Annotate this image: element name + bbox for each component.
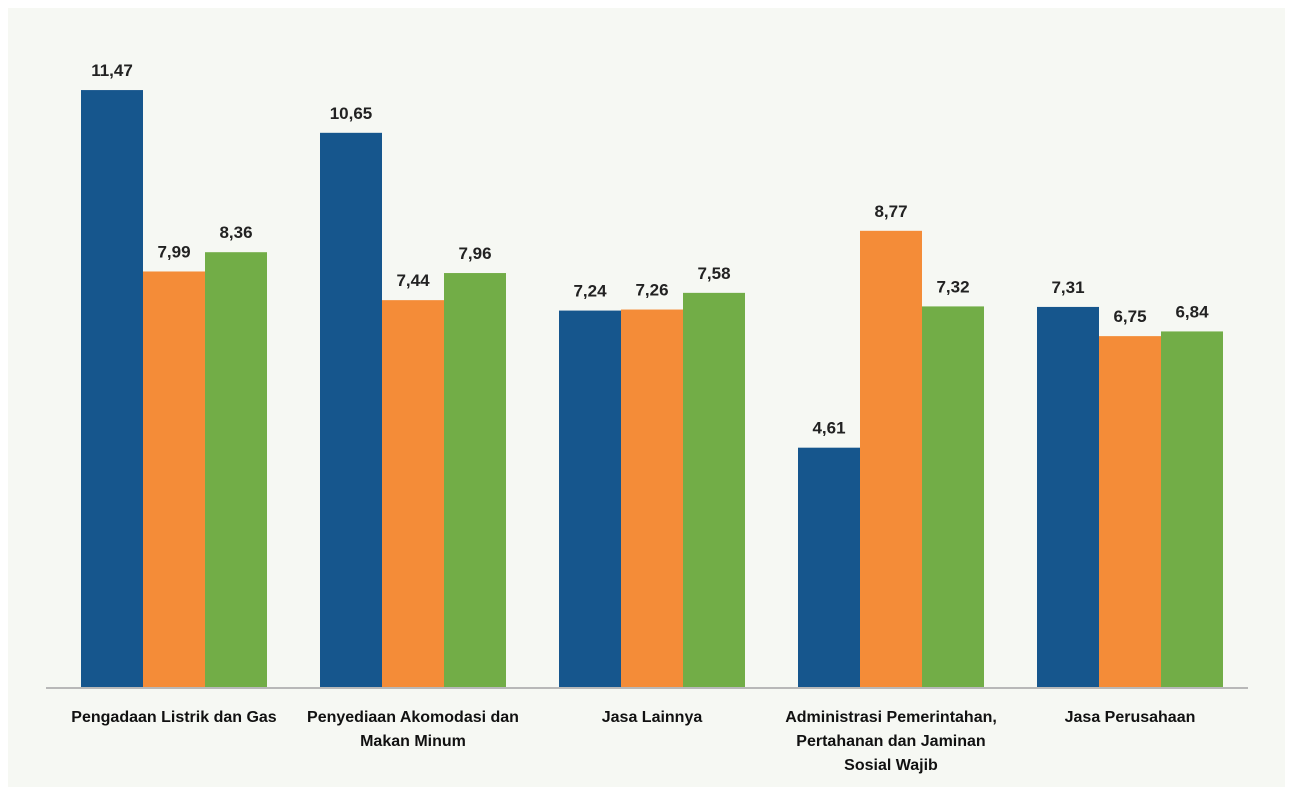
category-label: Makan Minum bbox=[360, 733, 466, 750]
bar-3-series-3 bbox=[683, 292, 745, 688]
value-label: 7,32 bbox=[936, 277, 969, 296]
bar-2-series-2 bbox=[382, 300, 444, 688]
category-label: Sosial Wajib bbox=[844, 757, 938, 774]
bar-1-series-1 bbox=[81, 90, 143, 688]
category-label: Jasa Lainnya bbox=[602, 709, 703, 726]
value-label: 8,77 bbox=[874, 202, 907, 221]
bar-1-series-2 bbox=[143, 271, 205, 688]
bar-5-series-1 bbox=[1037, 306, 1099, 688]
value-label: 7,99 bbox=[157, 242, 190, 261]
category-label: Pertahanan dan Jaminan bbox=[796, 733, 985, 750]
bar-5-series-3 bbox=[1161, 331, 1223, 688]
value-label: 7,24 bbox=[573, 282, 607, 301]
value-label: 10,65 bbox=[330, 104, 373, 123]
value-label: 6,84 bbox=[1175, 302, 1209, 321]
bar-chart: 11,47 7,99 8,36 Pengadaan Listrik dan Gas 10… bbox=[46, 61, 1248, 774]
bar-4-series-3 bbox=[922, 306, 984, 688]
value-label: 7,96 bbox=[458, 244, 491, 263]
bar-5-series-2 bbox=[1099, 336, 1161, 688]
value-label: 8,36 bbox=[219, 223, 252, 242]
bar-2-series-3 bbox=[444, 273, 506, 688]
category-label: Pengadaan Listrik dan Gas bbox=[71, 709, 277, 726]
category-label: Administrasi Pemerintahan, bbox=[785, 709, 997, 726]
category-label: Penyediaan Akomodasi dan bbox=[307, 709, 519, 726]
bar-3-series-2 bbox=[621, 309, 683, 688]
value-label: 6,75 bbox=[1113, 307, 1146, 326]
value-label: 4,61 bbox=[812, 419, 845, 438]
bar-2-series-1 bbox=[320, 132, 382, 688]
category-label: Jasa Perusahaan bbox=[1065, 709, 1196, 726]
value-label: 7,44 bbox=[396, 271, 430, 290]
bar-4-series-2 bbox=[860, 230, 922, 689]
bar-1-series-3 bbox=[205, 252, 267, 688]
value-label: 11,47 bbox=[91, 61, 133, 80]
chart-panel: 11,47 7,99 8,36 Pengadaan Listrik dan Gas 10… bbox=[8, 8, 1285, 787]
bar-4-series-1 bbox=[798, 447, 860, 688]
value-label: 7,26 bbox=[635, 281, 668, 300]
value-label: 7,31 bbox=[1051, 278, 1084, 297]
bar-3-series-1 bbox=[559, 310, 621, 688]
value-label: 7,58 bbox=[697, 264, 730, 283]
